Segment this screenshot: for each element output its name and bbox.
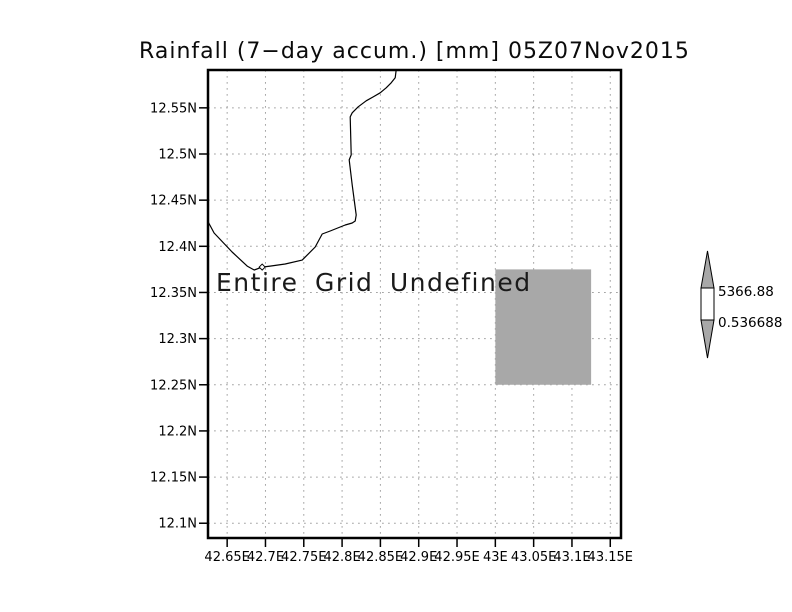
coastline-layer <box>207 69 397 271</box>
x-tick-label: 42.8E <box>324 550 361 565</box>
colorbar-max-label: 5366.88 <box>718 284 774 300</box>
chart-title: Rainfall (7−day accum.) [mm] 05Z07Nov201… <box>139 39 690 64</box>
y-tick-label: 12.1N <box>158 517 197 532</box>
x-tick-label: 42.95E <box>434 550 479 565</box>
x-tick-label: 43E <box>483 550 508 565</box>
colorbar: 5366.88 0.536688 <box>700 250 782 359</box>
annotation-text: Entire Grid Undefined <box>216 268 532 297</box>
y-tick-label: 12.55N <box>150 101 197 116</box>
coastline-point-marker <box>258 263 266 271</box>
plot-frame <box>206 68 623 540</box>
colorbar-up-arrow <box>700 250 715 289</box>
undefined-region-layer <box>495 269 592 385</box>
colorbar-down-arrow <box>700 319 715 359</box>
y-tick-label: 12.35N <box>150 286 197 301</box>
undefined-region-rect <box>495 269 592 385</box>
y-tick-label: 12.4N <box>158 240 197 255</box>
y-tick-label: 12.3N <box>158 332 197 347</box>
y-tick-label: 12.45N <box>150 194 197 209</box>
x-tick-label: 43.05E <box>511 550 556 565</box>
colorbar-box <box>700 287 715 321</box>
x-tick-label: 42.65E <box>204 550 249 565</box>
y-tick-label: 12.5N <box>158 148 197 163</box>
y-tick-label: 12.15N <box>150 471 197 486</box>
colorbar-min-label: 0.536688 <box>718 315 782 331</box>
x-tick-label: 42.85E <box>358 550 403 565</box>
x-tick-label: 42.9E <box>400 550 437 565</box>
x-tick-label: 42.7E <box>247 550 284 565</box>
x-tick-label: 42.75E <box>281 550 326 565</box>
x-tick-label: 43.1E <box>553 550 590 565</box>
y-tick-label: 12.2N <box>158 424 197 439</box>
y-tick-label: 12.25N <box>150 378 197 393</box>
coastline-path <box>207 69 397 271</box>
x-tick-label: 43.15E <box>588 550 633 565</box>
